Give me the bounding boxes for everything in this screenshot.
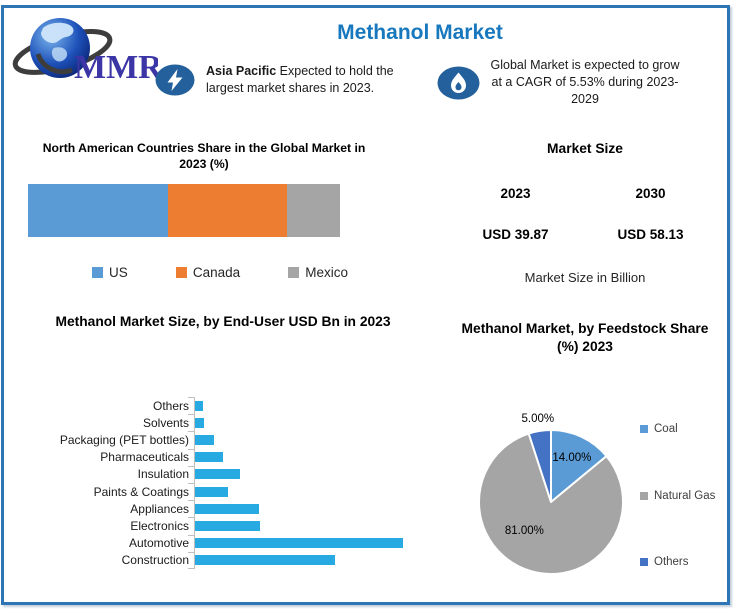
legend-swatch: [92, 267, 103, 278]
callout-asia-pacific-lead: Asia Pacific: [206, 64, 277, 78]
bar-solvents: [195, 417, 205, 428]
flame-icon: [437, 66, 480, 100]
globe-continent: [51, 47, 68, 62]
legend-swatch: [640, 425, 648, 433]
bar-others: [195, 400, 203, 411]
pie-legend-item-natural-gas: Natural Gas: [640, 490, 715, 502]
pie-data-label: 5.00%: [521, 412, 555, 425]
market-size-values: USD 39.87 USD 58.13: [448, 227, 718, 242]
bar-appliances: [195, 503, 259, 514]
bar-construction: [195, 555, 335, 566]
bar-insulation: [195, 469, 240, 480]
pie-legend: Coal Natural Gas Others: [640, 423, 715, 568]
market-size-year-2023: 2023: [500, 186, 531, 201]
legend-swatch: [288, 267, 300, 278]
callout-asia-pacific-rest: Expected to hold the largest market shar…: [206, 64, 394, 95]
legend-swatch: [640, 558, 648, 566]
bar-track: [188, 482, 418, 501]
pie-svg: [478, 428, 624, 575]
stacked-legend: US Canada Mexico: [92, 265, 348, 280]
bar-track: [188, 465, 418, 483]
stacked-chart-title: North American Countries Share in the Gl…: [42, 141, 366, 171]
market-size-year-2030: 2030: [635, 186, 666, 201]
callout-asia-pacific: Asia Pacific Expected to hold the larges…: [206, 63, 420, 96]
stacked-bar: [28, 184, 341, 237]
stacked-segment-canada: [168, 184, 287, 237]
pie-chart: 14.00% 81.00% 5.00%: [471, 413, 631, 582]
bar-category-label: Pharmaceuticals: [100, 450, 189, 465]
bar-paints-coatings: [195, 486, 228, 497]
bar-row: Paints & Coatings: [13, 482, 418, 501]
bar-electronics: [195, 520, 261, 531]
bar-track: [188, 414, 418, 432]
legend-label: Coal: [654, 423, 678, 435]
page-title: Methanol Market: [337, 21, 503, 44]
bar-category-label: Packaging (PET bottles): [59, 432, 189, 447]
bar-track: [188, 534, 418, 552]
logo-swoosh-front: [35, 53, 73, 75]
legend-label: Mexico: [305, 265, 348, 280]
pie-legend-item-coal: Coal: [640, 423, 715, 435]
pie-data-label: 81.00%: [504, 525, 544, 538]
bar-row: Automotive: [13, 534, 418, 552]
bar-row: Insulation: [13, 465, 418, 483]
pie-slice-natural-gas: [478, 432, 624, 575]
market-size-heading: Market Size: [547, 141, 623, 156]
stacked-segment-mexico: [286, 184, 341, 237]
callout-global-cagr: Global Market is expected to grow at a C…: [490, 58, 680, 106]
bar-pharmaceuticals: [195, 452, 223, 463]
bar-category-label: Electronics: [130, 518, 189, 533]
bar-category-label: Construction: [121, 553, 189, 568]
bar-row: Others: [13, 397, 418, 415]
logo-text: MMR: [74, 49, 158, 86]
pie-legend-item-others: Others: [640, 556, 715, 568]
bar-category-label: Paints & Coatings: [93, 484, 189, 499]
bar-track: [188, 517, 418, 535]
stacked-segment-us: [28, 184, 169, 237]
bar-category-label: Insulation: [137, 467, 189, 482]
market-size-value-2030: USD 58.13: [617, 227, 684, 242]
bar-track: [188, 431, 418, 449]
bar-track: [188, 397, 418, 415]
bar-category-label: Solvents: [142, 415, 189, 430]
bar-track: [188, 551, 418, 569]
pie-slice-coal: [550, 429, 608, 503]
pie-chart-title: Methanol Market, by Feedstock Share (%) …: [461, 321, 709, 355]
bar-row: Electronics: [13, 517, 418, 535]
enduser-chart-title: Methanol Market Size, by End-User USD Bn…: [55, 314, 391, 329]
legend-item-us: US: [92, 265, 128, 280]
bar-category-label: Appliances: [130, 501, 189, 516]
legend-label: Natural Gas: [654, 489, 716, 502]
bar-track: [188, 500, 418, 518]
legend-label: Canada: [192, 265, 241, 280]
bar-track: [188, 448, 418, 466]
globe-continent: [41, 22, 74, 43]
legend-item-canada: Canada: [175, 265, 241, 280]
legend-label: US: [109, 265, 128, 280]
legend-swatch: [175, 267, 187, 278]
enduser-chart: Others Solvents Packaging (PET bottles) Pha…: [13, 397, 418, 569]
bar-row: Solvents: [13, 414, 418, 432]
pie-data-label: 14.00%: [552, 451, 592, 464]
market-size-caption: Market Size in Billion: [524, 270, 646, 285]
legend-swatch: [640, 491, 648, 500]
legend-item-mexico: Mexico: [288, 265, 348, 280]
market-size-value-2023: USD 39.87: [482, 227, 549, 242]
pie-slice-others: [527, 428, 552, 503]
bar-row: Construction: [13, 551, 418, 569]
market-size-years: 2023 2030: [448, 186, 718, 201]
lightning-icon: [155, 64, 195, 96]
bar-row: Appliances: [13, 500, 418, 518]
mmr-logo: MMR: [12, 18, 158, 86]
bar-category-label: Automotive: [128, 536, 189, 551]
bar-row: Packaging (PET bottles): [13, 431, 418, 449]
bar-category-label: Others: [152, 398, 189, 413]
legend-label: Others: [654, 556, 689, 568]
bar-automotive: [195, 538, 403, 549]
bar-packaging-pet-bottles: [195, 434, 214, 445]
bar-row: Pharmaceuticals: [13, 448, 418, 466]
